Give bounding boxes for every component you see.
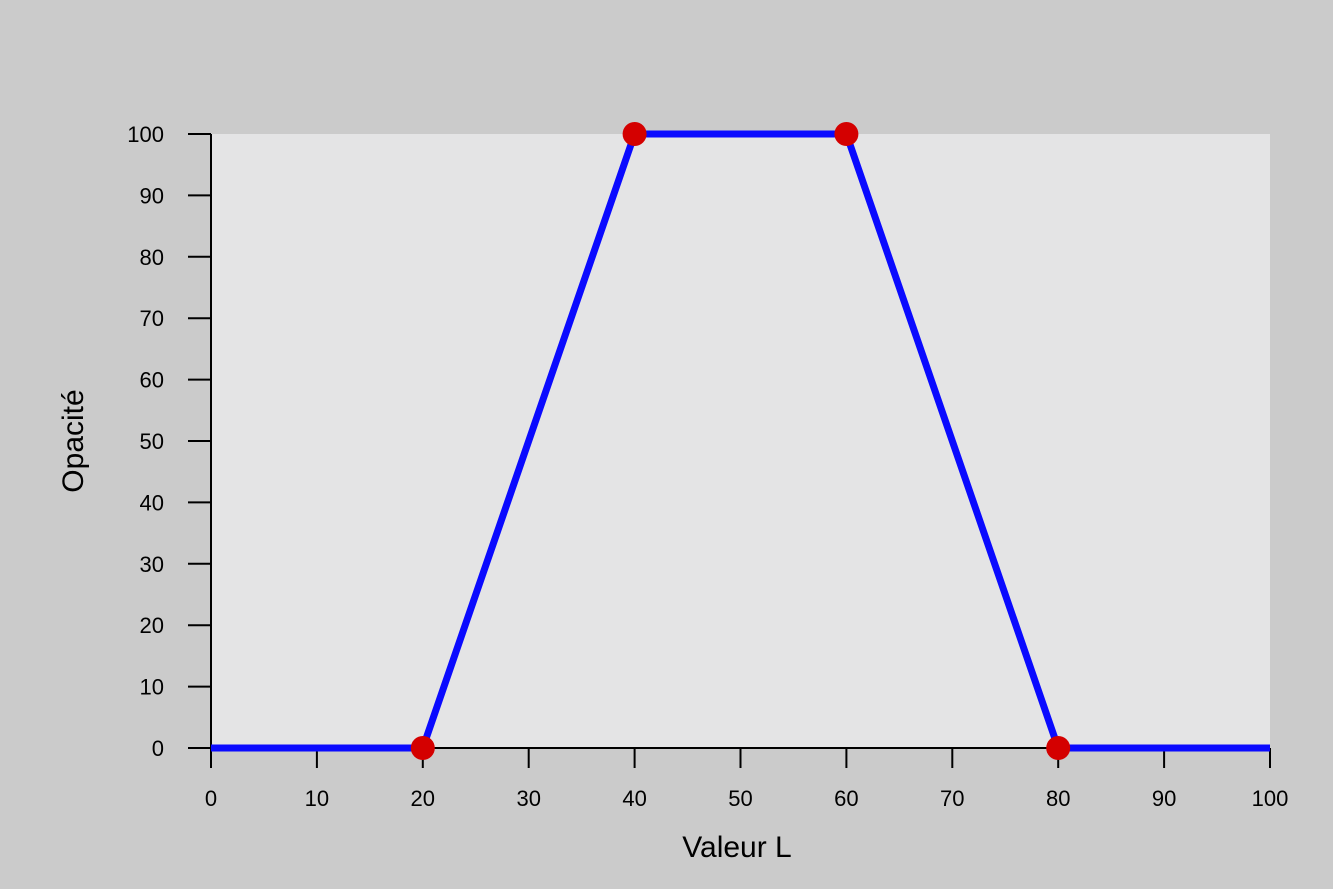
y-tick-label: 90 xyxy=(140,183,164,208)
x-tick-label: 100 xyxy=(1252,786,1289,811)
y-tick-label: 80 xyxy=(140,245,164,270)
y-tick-label: 40 xyxy=(140,490,164,515)
control-point xyxy=(1046,736,1071,760)
control-points xyxy=(410,122,1071,760)
y-tick-label: 10 xyxy=(140,675,164,700)
control-point xyxy=(622,122,647,146)
x-tick-label: 40 xyxy=(622,786,646,811)
series-layer xyxy=(211,130,1270,752)
x-tick-label: 10 xyxy=(305,786,329,811)
series-line xyxy=(211,130,1270,752)
axes: 0 10 20 30 40 50 60 70 80 90 100 0 10 20 30 40 50 60 70 80 9… xyxy=(127,122,1288,811)
x-tick-label: 70 xyxy=(940,786,964,811)
y-tick-label: 60 xyxy=(140,368,164,393)
control-point xyxy=(410,736,435,760)
x-tick-label: 20 xyxy=(411,786,435,811)
x-tick-label: 0 xyxy=(205,786,217,811)
x-tick-label: 50 xyxy=(728,786,752,811)
y-tick-label: 70 xyxy=(140,306,164,331)
x-tick-label: 90 xyxy=(1152,786,1176,811)
y-tick-label: 100 xyxy=(127,122,164,147)
y-tick-label: 0 xyxy=(152,736,164,761)
x-tick-label: 30 xyxy=(516,786,540,811)
x-axis-label: Valeur L xyxy=(682,831,792,864)
y-tick-label: 30 xyxy=(140,552,164,577)
control-point xyxy=(834,122,859,146)
x-tick-label: 60 xyxy=(834,786,858,811)
x-tick-label: 80 xyxy=(1046,786,1070,811)
y-axis-label: Opacité xyxy=(57,389,90,492)
y-tick-label: 20 xyxy=(140,613,164,638)
plot-area xyxy=(211,134,1270,748)
y-tick-label: 50 xyxy=(140,429,164,454)
